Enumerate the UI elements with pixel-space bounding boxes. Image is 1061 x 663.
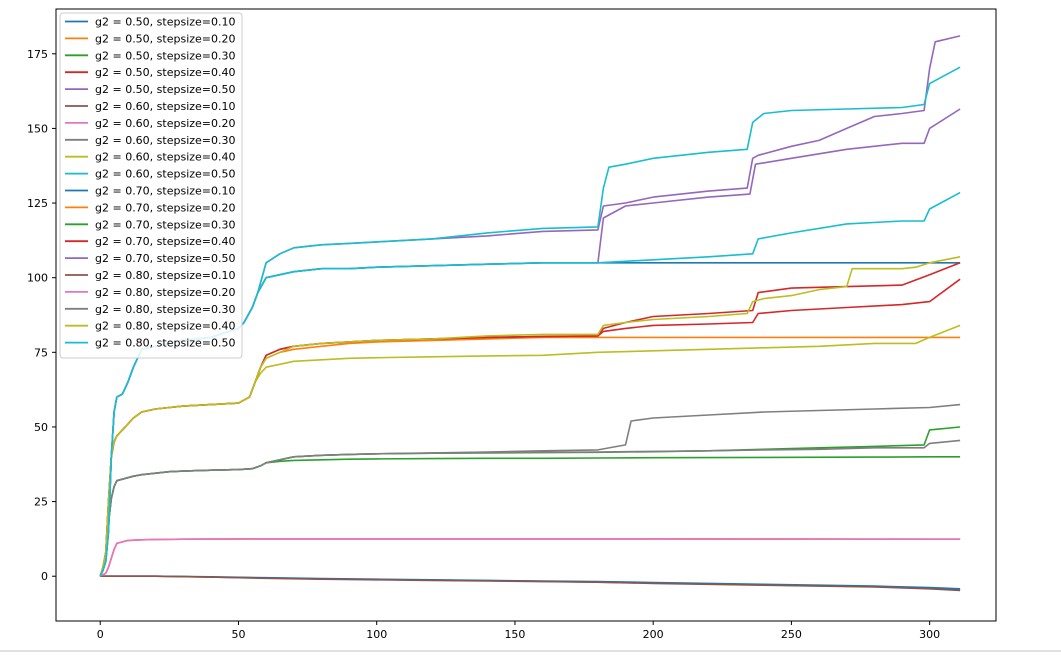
series-line-17 [99,538,961,577]
legend-label: g2 = 0.70, stepsize=0.30 [95,218,236,231]
x-tick-label: 0 [97,628,104,641]
legend-label: g2 = 0.80, stepsize=0.30 [95,303,236,316]
legend-label: g2 = 0.50, stepsize=0.50 [95,83,236,96]
legend-label: g2 = 0.80, stepsize=0.10 [95,269,236,282]
series-line-18 [99,439,961,577]
y-tick-label: 0 [41,570,48,583]
legend-label: g2 = 0.50, stepsize=0.20 [95,32,236,45]
legend-label: g2 = 0.80, stepsize=0.50 [95,337,236,350]
legend-label: g2 = 0.70, stepsize=0.20 [95,201,236,214]
y-tick-label: 125 [27,197,48,210]
series-line-8 [99,403,961,577]
legend-box [59,12,243,359]
y-tick-label: 100 [27,272,48,285]
x-tick-label: 200 [643,628,664,641]
x-axis-ticks: 0 50 100 150 200 250 300 [97,621,940,641]
legend-label: g2 = 0.60, stepsize=0.30 [95,134,236,147]
legend-label: g2 = 0.70, stepsize=0.10 [95,185,236,198]
legend-label: g2 = 0.80, stepsize=0.20 [95,286,236,299]
y-tick-label: 150 [27,122,48,135]
legend-label: g2 = 0.70, stepsize=0.50 [95,252,236,265]
series-layer [99,35,961,592]
y-tick-label: 175 [27,48,48,61]
legend: g2 = 0.50, stepsize=0.10 g2 = 0.50, steps… [59,12,243,359]
x-tick-label: 100 [366,628,387,641]
y-tick-label: 75 [34,346,48,359]
series-line-7 [99,538,961,577]
x-tick-label: 250 [781,628,802,641]
x-tick-label: 50 [231,628,245,641]
series-line-20 [99,66,961,577]
x-tick-label: 150 [504,628,525,641]
series-line-12 [99,538,961,577]
legend-label: g2 = 0.70, stepsize=0.40 [95,235,236,248]
plot-area-frame [55,8,997,622]
legend-label: g2 = 0.60, stepsize=0.40 [95,151,236,164]
legend-label: g2 = 0.80, stepsize=0.40 [95,320,236,333]
series-line-16 [100,575,961,592]
y-axis-ticks: 0 25 50 75 100 125 150 175 [27,48,56,583]
legend-label: g2 = 0.50, stepsize=0.40 [95,66,236,79]
bottom-divider [0,650,1061,652]
series-line-3 [99,455,961,577]
y-tick-label: 50 [34,421,48,434]
x-tick-label: 300 [919,628,940,641]
legend-label: g2 = 0.60, stepsize=0.50 [95,168,236,181]
series-line-19 [99,256,961,577]
legend-label: g2 = 0.50, stepsize=0.30 [95,49,236,62]
legend-label: g2 = 0.50, stepsize=0.10 [95,16,236,29]
legend-label: g2 = 0.60, stepsize=0.20 [95,117,236,130]
y-tick-label: 25 [34,496,48,509]
legend-label: g2 = 0.60, stepsize=0.10 [95,100,236,113]
